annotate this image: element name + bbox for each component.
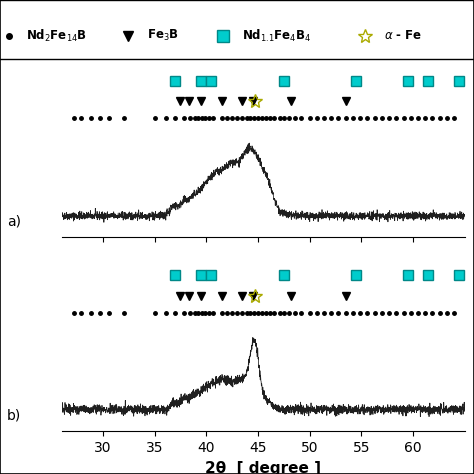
- Text: Nd$_{1.1}$Fe$_4$B$_4$: Nd$_{1.1}$Fe$_4$B$_4$: [242, 27, 311, 44]
- Text: $\alpha$ - Fe: $\alpha$ - Fe: [384, 29, 422, 42]
- Text: Fe$_3$B: Fe$_3$B: [147, 28, 179, 43]
- Text: Nd$_2$Fe$_{14}$B: Nd$_2$Fe$_{14}$B: [26, 27, 87, 44]
- Text: a): a): [7, 214, 21, 228]
- X-axis label: 2θ  [ degree ]: 2θ [ degree ]: [205, 461, 321, 474]
- Text: b): b): [7, 409, 21, 423]
